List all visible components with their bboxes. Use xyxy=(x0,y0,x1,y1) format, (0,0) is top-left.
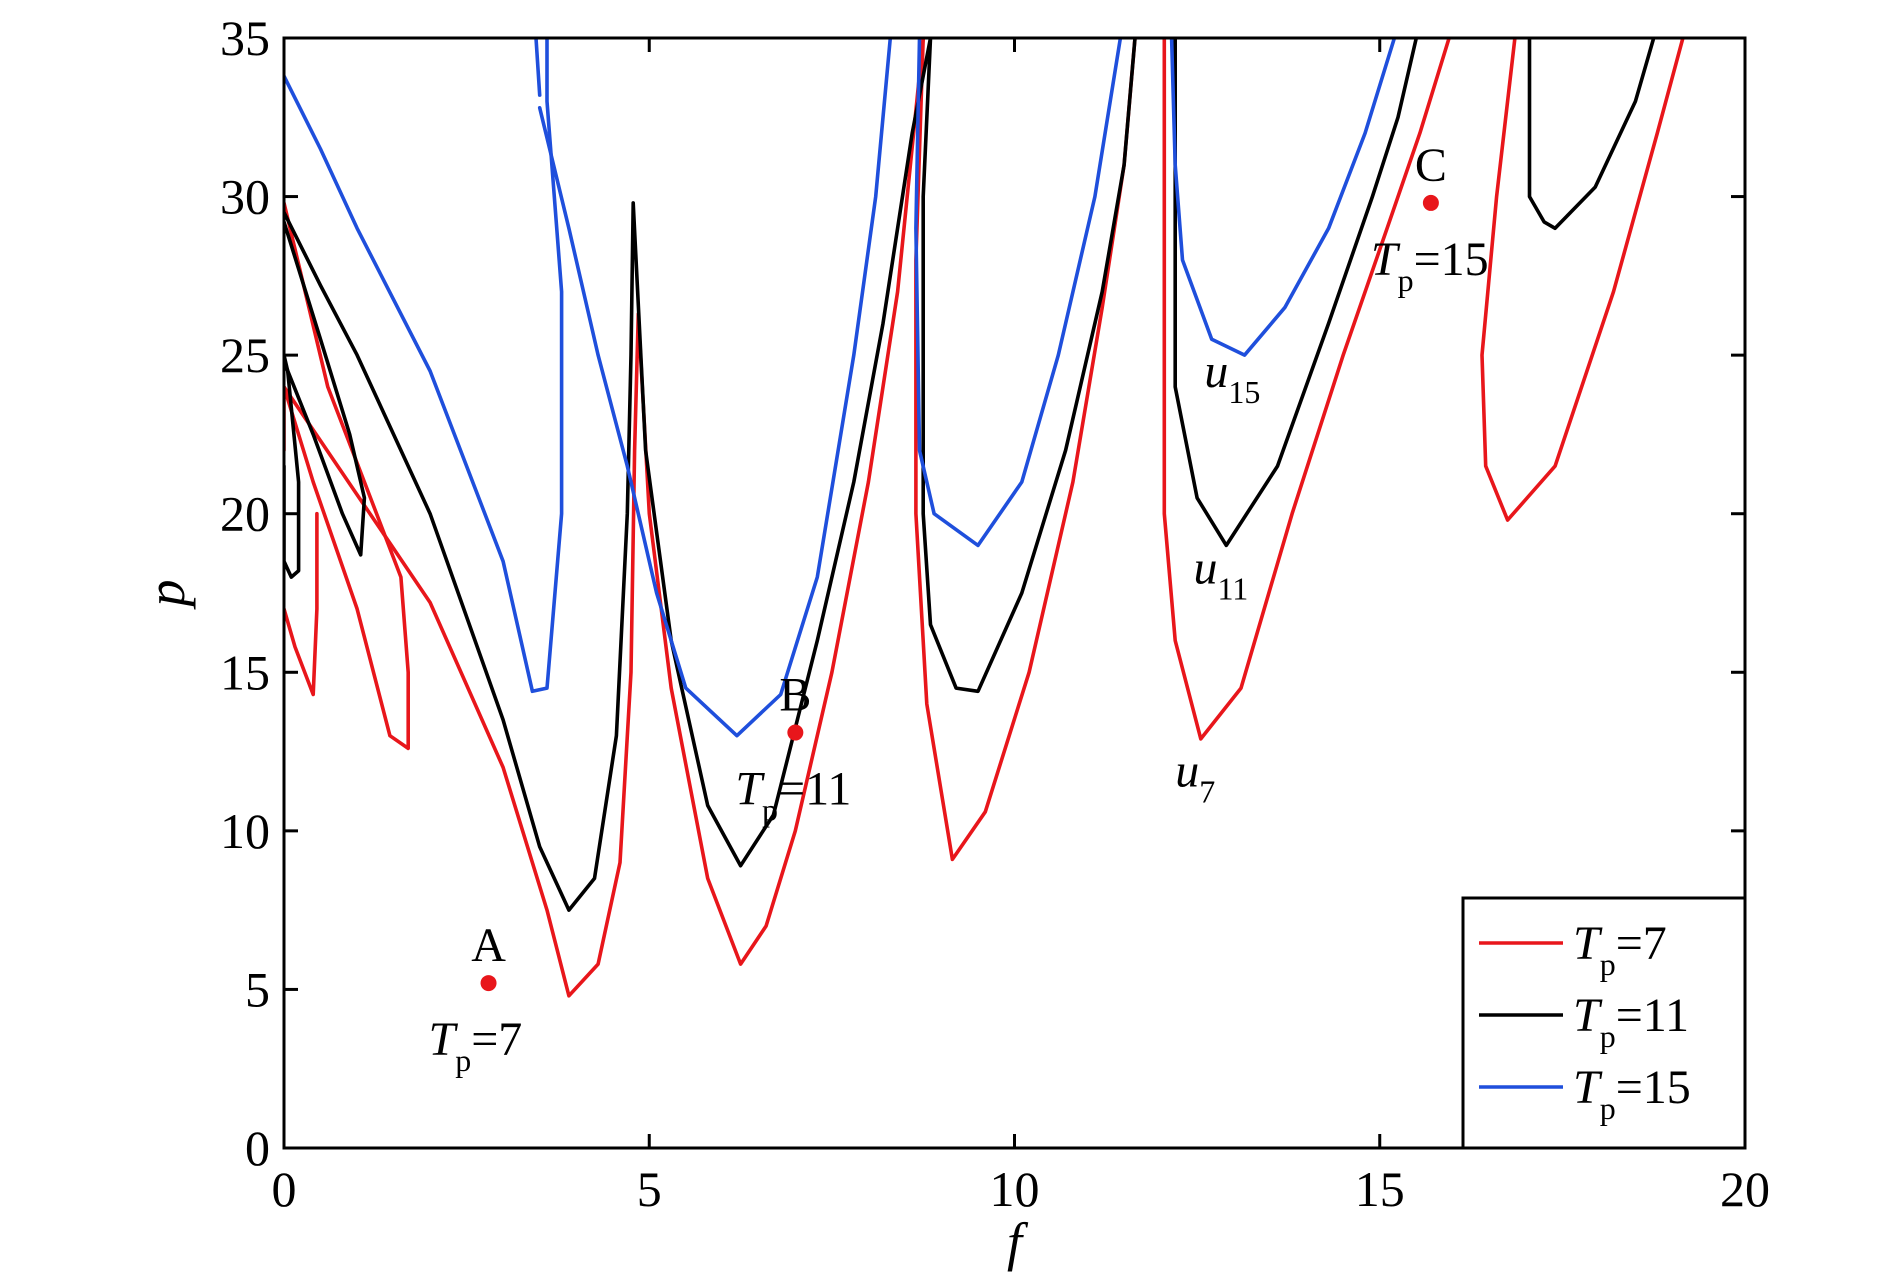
point-A-marker xyxy=(480,975,497,992)
curves-layer xyxy=(284,38,1685,998)
point-C-label: C xyxy=(1415,139,1447,192)
point-B-label: B xyxy=(779,669,811,722)
y-tick-label-35: 35 xyxy=(220,10,270,66)
annotations-layer: A Tp=7 B Tp=11 C Tp=15 u15 u11 u7 xyxy=(429,139,1489,1078)
legend-box xyxy=(1461,896,1747,1150)
series-Tp15-curve-0 xyxy=(284,38,564,694)
y-tick-label-25: 25 xyxy=(220,327,270,383)
y-tick-label-30: 30 xyxy=(220,169,270,225)
series-Tp7-curve-0 xyxy=(284,511,319,697)
y-tick-label-15: 15 xyxy=(220,644,270,700)
series-Tp11-curve-2 xyxy=(284,38,933,912)
curve-label-u11: u11 xyxy=(1193,541,1248,606)
point-A-note: Tp=7 xyxy=(429,1013,523,1078)
point-C-note: Tp=15 xyxy=(1371,233,1489,298)
series-Tp7-curve-4 xyxy=(1162,38,1451,741)
y-tick-label-0: 0 xyxy=(245,1120,270,1176)
series-Tp11-curve-1 xyxy=(284,220,367,557)
y-axis-title: p xyxy=(136,580,196,611)
y-tick-label-10: 10 xyxy=(220,803,270,859)
series-Tp15-curve-4 xyxy=(1169,38,1397,357)
series-Tp11-curve-3 xyxy=(921,38,1137,694)
curve-label-u15: u15 xyxy=(1204,345,1260,410)
point-B-note: Tp=11 xyxy=(735,763,851,828)
point-C-marker xyxy=(1422,194,1439,211)
y-tick-label-20: 20 xyxy=(220,486,270,542)
x-tick-label-20: 20 xyxy=(1720,1161,1770,1217)
legend: Tp=7 Tp=11 Tp=15 xyxy=(1461,896,1747,1150)
point-B-marker xyxy=(787,724,804,741)
x-axis-title: f xyxy=(1007,1212,1029,1272)
curve-label-u7: u7 xyxy=(1175,744,1215,809)
x-tick-label-5: 5 xyxy=(637,1161,662,1217)
series-Tp11-curve-4 xyxy=(1173,38,1419,548)
x-tick-label-0: 0 xyxy=(272,1161,297,1217)
x-tick-label-15: 15 xyxy=(1355,1161,1405,1217)
legend-label-0: Tp=7 xyxy=(1573,917,1667,982)
tick-labels-layer: 0 5 10 15 20 0 5 10 15 20 25 30 35 xyxy=(220,10,1770,1217)
series-Tp15-curve-1 xyxy=(534,38,542,97)
series-Tp7-curve-3 xyxy=(914,38,1137,862)
legend-label-1: Tp=11 xyxy=(1573,989,1689,1054)
series-Tp15-curve-3 xyxy=(914,38,1123,548)
ticks-layer xyxy=(282,36,1747,1150)
series-Tp7-curve-5 xyxy=(1480,38,1685,522)
point-A-label: A xyxy=(471,919,506,972)
series-Tp11-curve-5 xyxy=(1527,38,1656,231)
x-tick-label-10: 10 xyxy=(990,1161,1040,1217)
y-tick-label-5: 5 xyxy=(245,961,270,1017)
series-Tp15-curve-2 xyxy=(537,38,893,738)
legend-label-2: Tp=15 xyxy=(1573,1061,1691,1126)
